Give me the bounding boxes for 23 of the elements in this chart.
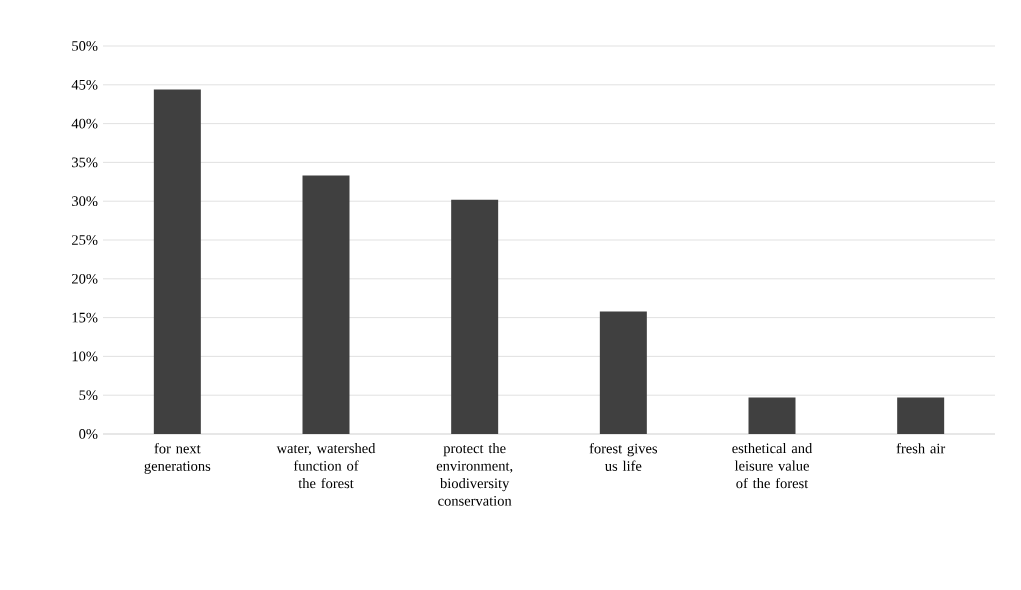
y-tick-label: 45% — [71, 79, 98, 90]
y-tick-label: 5% — [79, 390, 98, 401]
bar — [153, 89, 201, 434]
bar — [748, 397, 796, 434]
y-tick-label: 50% — [72, 41, 98, 51]
x-tick-label: protect the environment, biodiversity conservation — [436, 443, 513, 506]
x-tick-label: forest gives us life — [589, 443, 658, 471]
y-tick-label: 10% — [72, 351, 98, 362]
x-tick-label: for next generations — [144, 443, 211, 474]
y-tick-label: 40% — [71, 118, 98, 129]
x-tick-label: esthetical and leisure value of the forest — [732, 443, 813, 489]
x-tick-label: water, watershed function of the forest — [276, 443, 376, 489]
y-tick-label: 20% — [72, 273, 98, 284]
y-tick-label: 15% — [72, 312, 98, 323]
x-tick-label: fresh air — [896, 443, 946, 454]
y-tick-label: 0% — [79, 429, 98, 439]
bar — [451, 199, 499, 434]
y-tick-label: 35% — [72, 157, 98, 168]
y-tick-label: 25% — [72, 235, 98, 245]
bar — [897, 397, 945, 434]
y-tick-label: 30% — [72, 196, 98, 207]
bar — [599, 311, 647, 434]
bar — [302, 175, 350, 434]
